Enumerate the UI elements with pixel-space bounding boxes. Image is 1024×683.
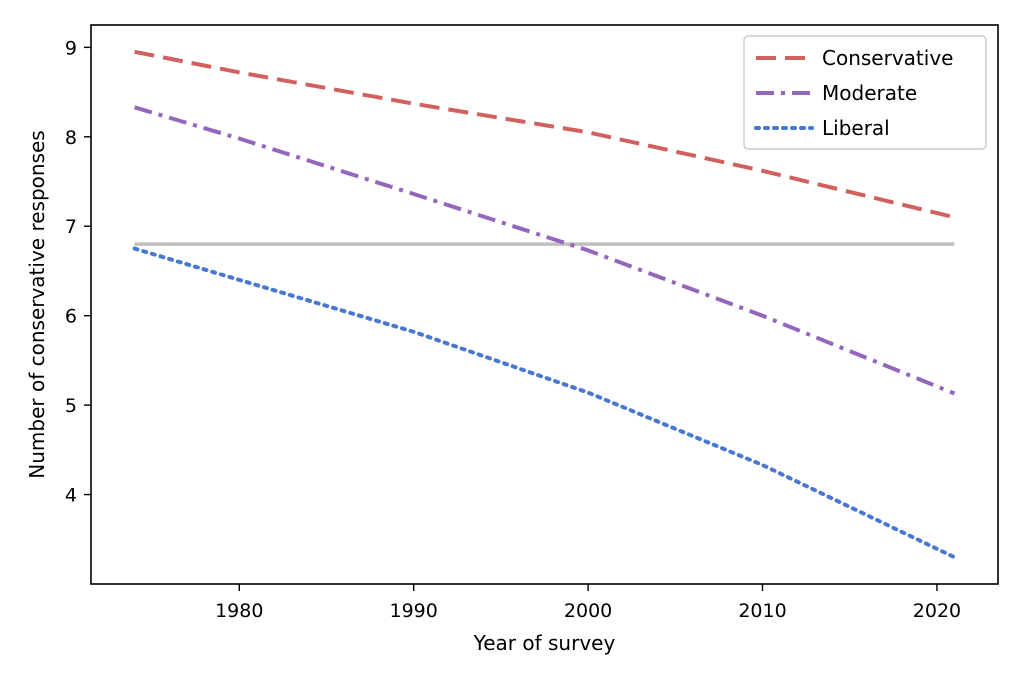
legend: Conservative Moderate Liberal (743, 35, 987, 150)
x-axis-label: Year of survey (473, 631, 616, 655)
y-axis-label: Number of conservative responses (25, 130, 49, 478)
series-line-liberal (132, 246, 957, 560)
y-tick-label: 7 (65, 216, 77, 238)
y-tick-label: 9 (65, 37, 77, 59)
x-tick-label: 1990 (390, 600, 438, 622)
y-tick-label: 8 (65, 127, 77, 149)
plot-frame (90, 24, 999, 585)
x-tick-label: 2000 (564, 600, 612, 622)
series-line-moderate (134, 105, 956, 396)
x-tick-label: 2010 (738, 600, 786, 622)
y-tick-label: 4 (65, 485, 77, 507)
y-axis-ticks: 4 5 6 7 8 9 (65, 37, 91, 507)
legend-label-liberal: Liberal (822, 116, 890, 140)
x-tick-label: 1980 (215, 600, 263, 622)
y-tick-label: 5 (65, 395, 77, 417)
x-axis-ticks: 1980 1990 2000 2010 2020 (215, 584, 961, 622)
series-line-conservative (134, 49, 955, 220)
x-tick-label: 2020 (913, 600, 961, 622)
series-layer (132, 49, 957, 560)
legend-label-moderate: Moderate (822, 81, 917, 105)
legend-label-conservative: Conservative (822, 46, 953, 70)
y-tick-label: 6 (65, 306, 77, 328)
legend-box (743, 35, 987, 150)
